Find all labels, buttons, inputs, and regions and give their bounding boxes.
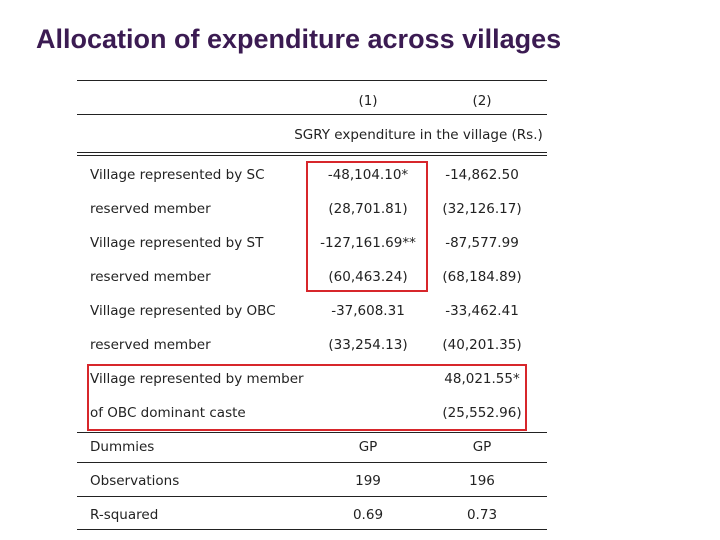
row-value-col1: (60,463.24) [328,269,408,285]
footer-row-label: Dummies [90,439,155,455]
row-value-col2: (25,552.96) [442,405,522,421]
row-label: Village represented by SC [90,167,265,183]
dependent-variable-header: SGRY expenditure in the village (Rs.) [294,127,543,143]
row-value-col1: (28,701.81) [328,201,408,217]
row-value-col2: -14,862.50 [445,167,519,183]
row-value-col1: -37,608.31 [331,303,405,319]
footer-row-label: R-squared [90,507,159,523]
table-rule-dummies [77,432,547,433]
footer-value-col1: 0.69 [352,507,384,523]
row-value-col1: -127,161.69** [320,235,416,251]
row-value-col2: -87,577.99 [445,235,519,251]
row-label: of OBC dominant caste [90,405,246,421]
table-rule-header [77,114,547,115]
footer-row-label: Observations [90,473,180,489]
row-label: reserved member [90,269,211,285]
row-label: reserved member [90,201,211,217]
row-value-col1: -48,104.10* [327,167,409,183]
table-rule-observations [77,462,547,463]
table-rule-top [77,80,547,81]
slide-title: Allocation of expenditure across village… [36,24,562,54]
highlight-box-sc-st [306,161,428,292]
regression-table: (1) (2) SGRY expenditure in the village … [77,80,547,530]
footer-value-col2: GP [472,439,492,455]
row-value-col2: -33,462.41 [445,303,519,319]
row-label: Village represented by ST [90,235,264,251]
row-value-col2: (40,201.35) [442,337,522,353]
row-value-col2: 48,021.55* [444,371,520,387]
highlight-box-obc-dominant [87,364,527,431]
column-header-2: (2) [472,93,492,109]
footer-value-col2: 0.73 [466,507,498,523]
footer-value-col1: 199 [355,473,381,489]
row-value-col2: (68,184.89) [442,269,522,285]
table-rule-double-1 [77,152,547,153]
table-rule-double-2 [77,155,547,156]
row-value-col1: (33,254.13) [328,337,408,353]
column-header-1: (1) [358,93,378,109]
row-label: Village represented by member [90,371,304,387]
row-label: Village represented by OBC [90,303,276,319]
table-rule-rsquared [77,496,547,497]
row-label: reserved member [90,337,211,353]
footer-value-col1: GP [358,439,378,455]
row-value-col2: (32,126.17) [442,201,522,217]
table-rule-bottom [77,529,547,530]
footer-value-col2: 196 [469,473,495,489]
